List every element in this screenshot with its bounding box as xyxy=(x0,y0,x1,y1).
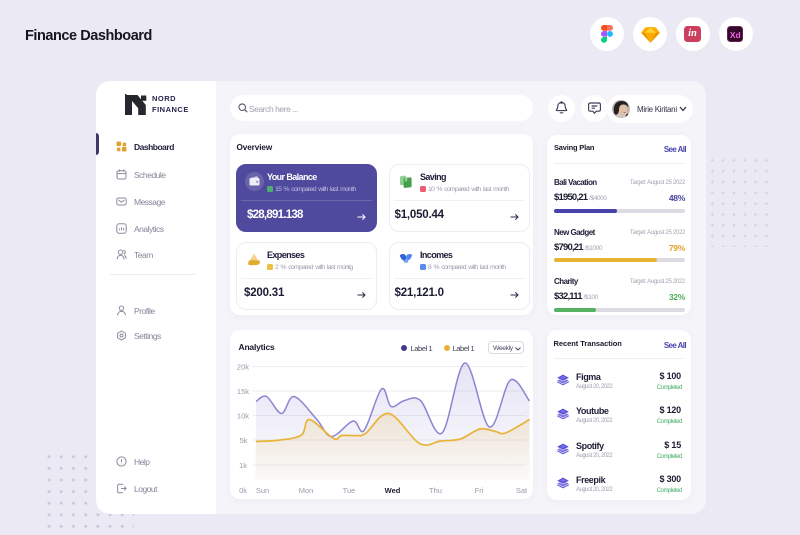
svg-text:Wed: Wed xyxy=(384,486,400,495)
svg-text:Thu: Thu xyxy=(429,486,442,495)
svg-text:Sun: Sun xyxy=(255,486,268,495)
svg-text:Tue: Tue xyxy=(342,486,355,495)
svg-text:Sat: Sat xyxy=(515,486,527,495)
svg-text:5k: 5k xyxy=(239,436,247,445)
svg-text:15k: 15k xyxy=(236,387,248,396)
svg-text:0k: 0k xyxy=(239,486,247,495)
svg-text:1k: 1k xyxy=(239,461,247,470)
svg-text:20k: 20k xyxy=(236,363,248,372)
svg-text:Mon: Mon xyxy=(298,486,313,495)
svg-text:10k: 10k xyxy=(236,412,248,421)
svg-text:Fri: Fri xyxy=(474,486,483,495)
